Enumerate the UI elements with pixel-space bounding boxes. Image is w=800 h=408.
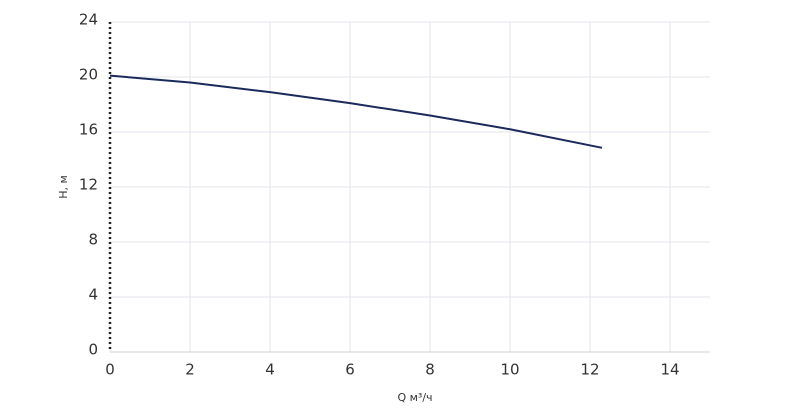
x-tick-label: 6: [345, 361, 355, 379]
y-tick-label: 24: [79, 11, 98, 29]
x-tick-label: 14: [660, 361, 679, 379]
x-tick-label: 12: [580, 361, 599, 379]
y-tick-label: 12: [79, 176, 98, 194]
line: [109, 74, 603, 149]
y-tick-label: 8: [88, 231, 98, 249]
x-tick-label: 10: [500, 361, 519, 379]
y-tick-label: 4: [88, 286, 98, 304]
y-tick-label: 20: [79, 66, 98, 84]
y-tick-label: 16: [79, 121, 98, 139]
x-tick-label: 8: [425, 361, 435, 379]
x-axis-title: Q м³/ч: [397, 391, 432, 404]
y-axis-title: H, м: [57, 175, 70, 199]
x-tick-label: 4: [265, 361, 275, 379]
x-tick-label: 2: [185, 361, 195, 379]
x-tick-label: 0: [105, 361, 115, 379]
y-tick-label: 0: [88, 341, 98, 359]
